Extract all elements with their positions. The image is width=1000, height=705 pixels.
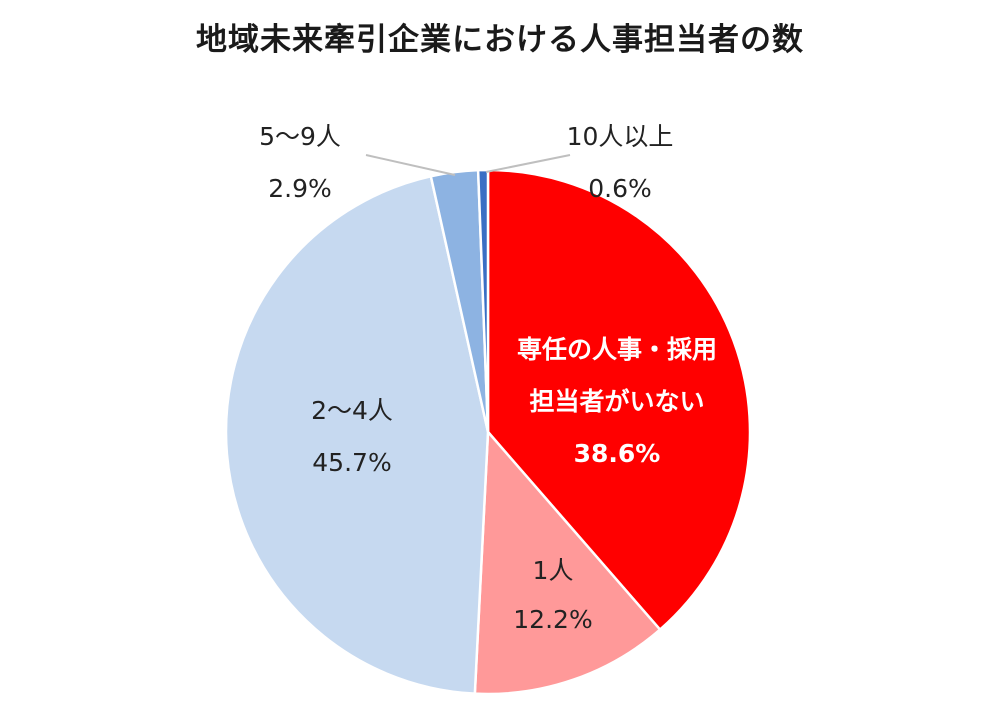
slice-label: 10人以上 [567, 122, 674, 151]
slice-value-label: 38.6% [574, 439, 661, 468]
slice-label: 5～9人 [259, 122, 341, 151]
slice-value-label: 0.6% [588, 174, 652, 203]
pie-slices [224, 168, 752, 696]
pie-slice-2 [473, 428, 662, 696]
pie-slice-3 [224, 174, 490, 695]
slice-value-label: 2.9% [268, 174, 332, 203]
slice-label: 2～4人 [311, 396, 393, 425]
slice-label: 担当者がいない [529, 387, 704, 416]
pie-slice-1 [486, 168, 752, 632]
slice-label: 専任の人事・採用 [517, 335, 717, 364]
slice-label: 1人 [533, 556, 574, 585]
pie-slice-5 [476, 168, 490, 433]
leader-line-5 [485, 154, 571, 173]
slice-value-label: 12.2% [513, 605, 592, 634]
chart-title: 地域未来牽引企業における人事担当者の数 [196, 22, 804, 58]
leader-line-4 [365, 154, 456, 176]
leader-lines [365, 154, 571, 176]
slice-value-label: 45.7% [312, 448, 391, 477]
